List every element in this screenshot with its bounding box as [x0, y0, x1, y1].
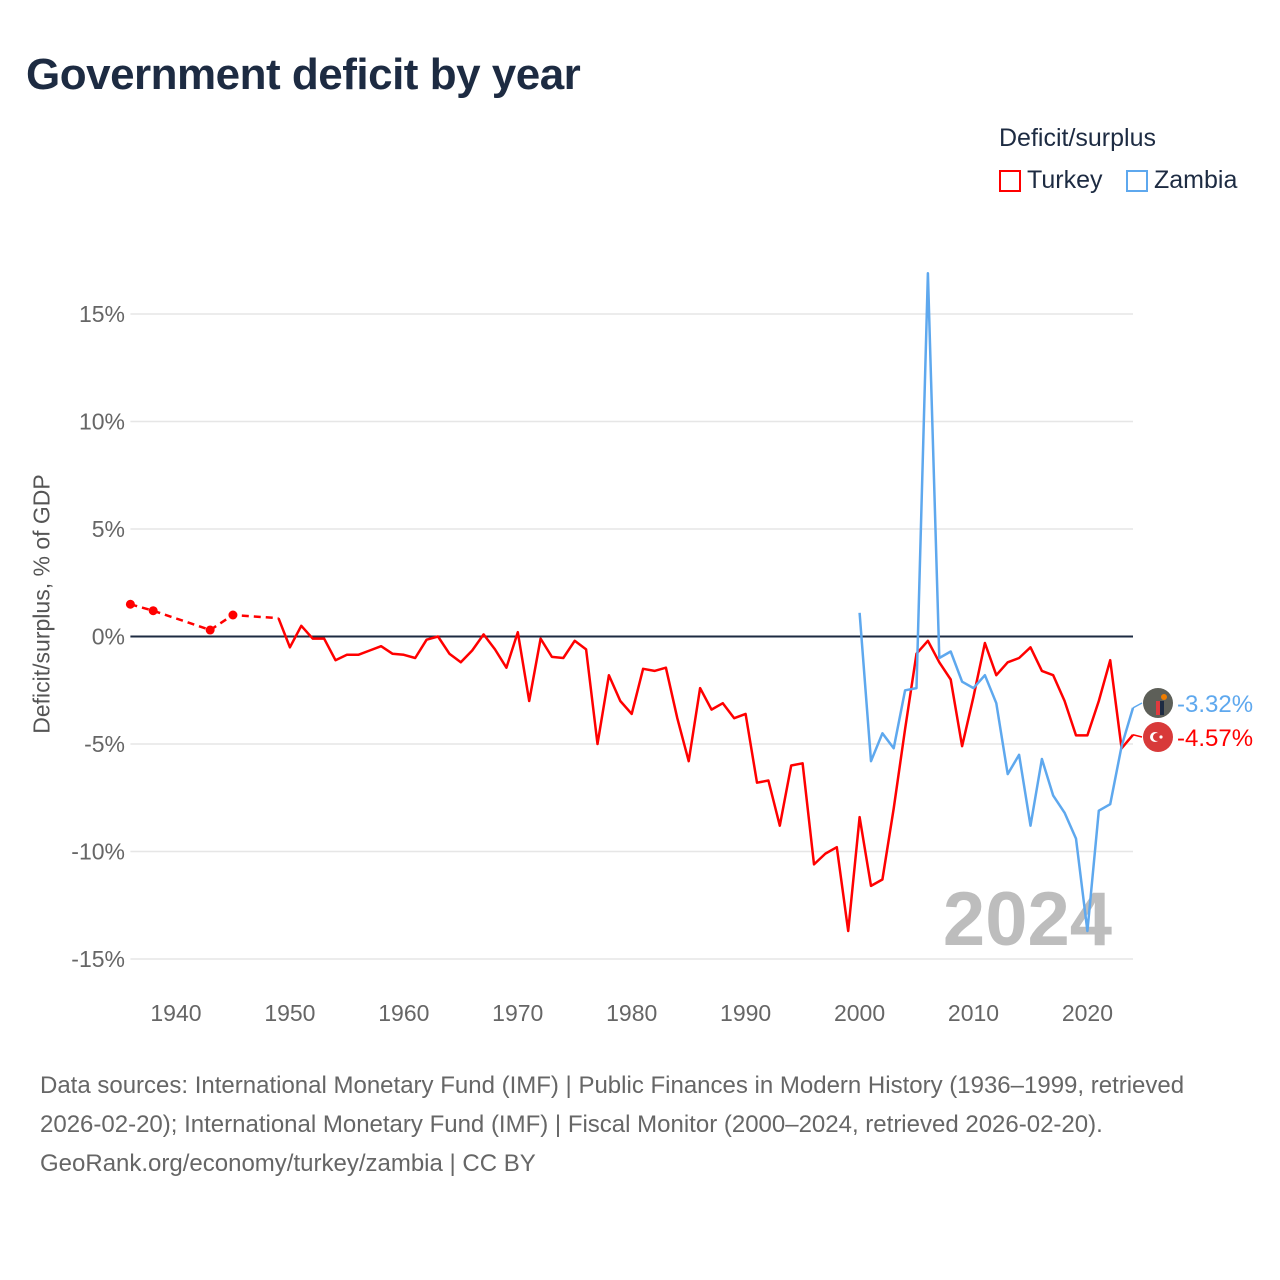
y-tick-label: 10% [79, 409, 125, 435]
end-label-zambia: -3.32% [1177, 691, 1253, 718]
year-watermark: 2024 [943, 877, 1112, 962]
end-label-turkey: -4.57% [1177, 725, 1253, 752]
y-tick-label: 15% [79, 301, 125, 327]
legend-swatch-turkey [999, 169, 1021, 192]
x-tick-label: 2020 [1062, 1000, 1113, 1026]
y-tick-label: -15% [71, 946, 125, 972]
legend-label-zambia: Zambia [1154, 166, 1238, 194]
legend-item-turkey[interactable]: Turkey [999, 166, 1102, 195]
end-label-connector [1132, 702, 1143, 709]
x-tick-label: 2000 [834, 1000, 885, 1026]
data-point-turkey [228, 610, 238, 620]
y-tick-label: 5% [92, 516, 125, 542]
y-tick-label: -5% [84, 731, 125, 757]
data-sources: Data sources: International Monetary Fun… [40, 1072, 1185, 1138]
y-tick-label: 0% [92, 624, 125, 650]
series-line-turkey [277, 617, 1134, 933]
x-tick-label: 2010 [948, 1000, 999, 1026]
x-tick-label: 1970 [492, 1000, 543, 1026]
x-tick-label: 1940 [150, 1000, 201, 1026]
page-title: Government deficit by year [26, 50, 581, 99]
turkey-flag-crescent-cut [1153, 733, 1161, 741]
zambia-flag-stripe [1160, 701, 1164, 715]
end-label-connector [1132, 734, 1143, 738]
zambia-flag-stripe [1156, 701, 1160, 715]
data-point-turkey [148, 606, 158, 616]
credit-link[interactable]: GeoRank.org/economy/turkey/zambia | CC B… [40, 1150, 536, 1177]
x-tick-label: 1980 [606, 1000, 657, 1026]
zambia-flag-eagle [1161, 694, 1167, 700]
turkey-flag-star [1159, 735, 1163, 739]
footer: Data sources: International Monetary Fun… [40, 1066, 1240, 1183]
series-line-zambia [858, 271, 1135, 933]
data-point-turkey [205, 625, 215, 635]
series-line-turkey-sparse [130, 603, 279, 632]
x-tick-label: 1950 [264, 1000, 315, 1026]
x-tick-label: 1990 [720, 1000, 771, 1026]
legend-label-turkey: Turkey [1027, 166, 1103, 194]
legend-title: Deficit/surplus [999, 124, 1156, 152]
y-tick-label: -10% [71, 839, 125, 865]
legend-swatch-zambia [1126, 169, 1148, 192]
x-tick-label: 1960 [378, 1000, 429, 1026]
data-point-turkey [125, 599, 135, 609]
legend-item-zambia[interactable]: Zambia [1126, 166, 1237, 195]
